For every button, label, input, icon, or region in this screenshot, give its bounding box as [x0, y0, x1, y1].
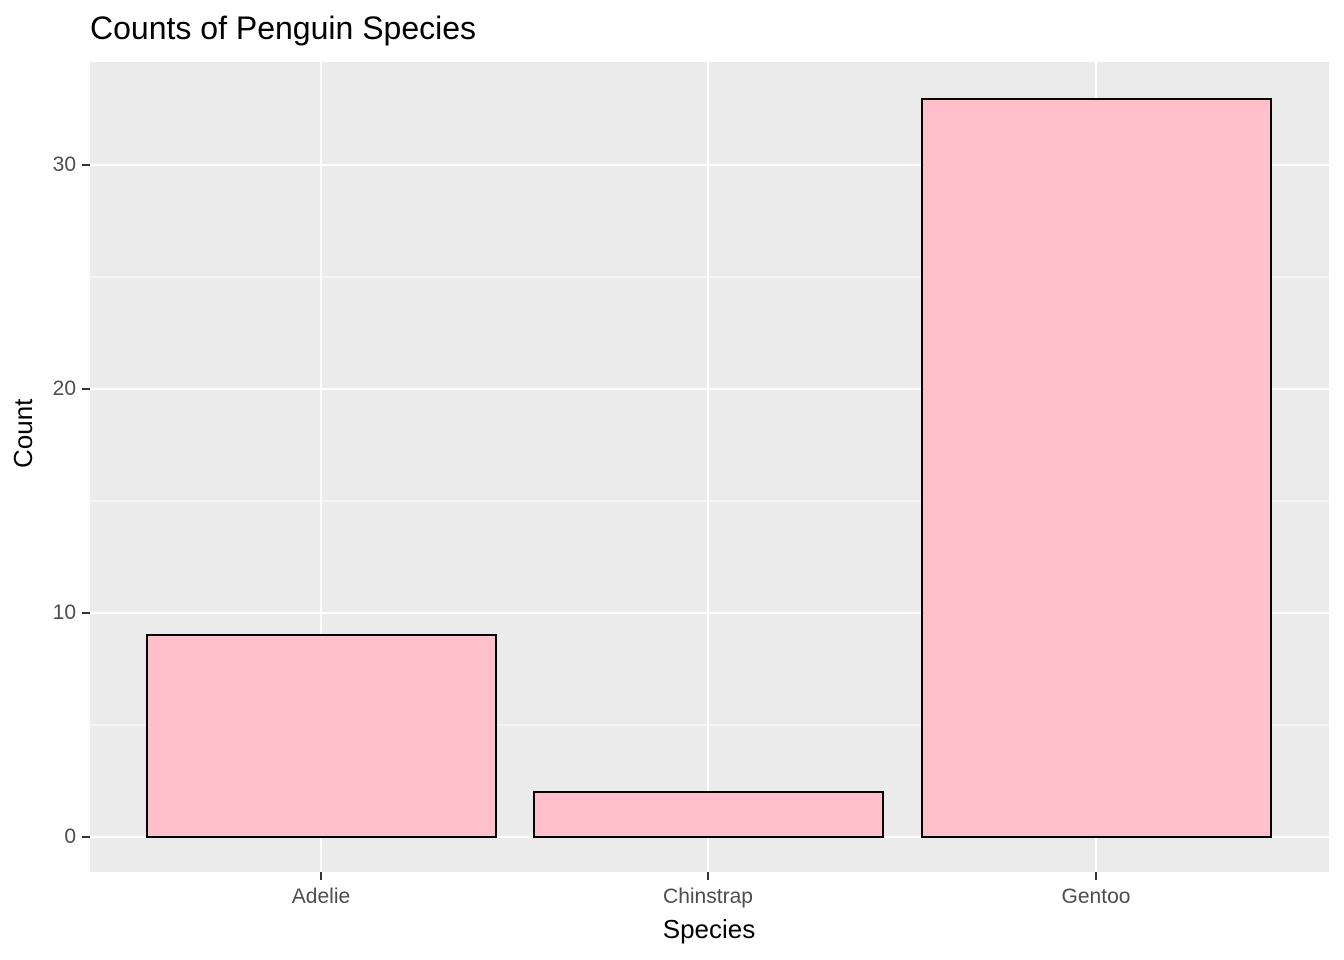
- y-tick-label: 0: [64, 825, 76, 848]
- x-tick-label: Chinstrap: [663, 885, 753, 908]
- bar-gentoo: [921, 98, 1272, 838]
- y-tick-label: 30: [52, 153, 76, 176]
- bar-adelie: [146, 634, 497, 838]
- x-axis-title: Species: [662, 914, 756, 944]
- y-tick-label: 10: [52, 601, 76, 624]
- y-axis-title: Count: [8, 398, 38, 468]
- chart-title: Counts of Penguin Species: [90, 10, 477, 46]
- x-tick-label: Adelie: [291, 885, 351, 908]
- x-tick-label: Gentoo: [1061, 885, 1131, 908]
- y-tick-label: 20: [52, 377, 76, 400]
- bar-chinstrap: [533, 791, 884, 838]
